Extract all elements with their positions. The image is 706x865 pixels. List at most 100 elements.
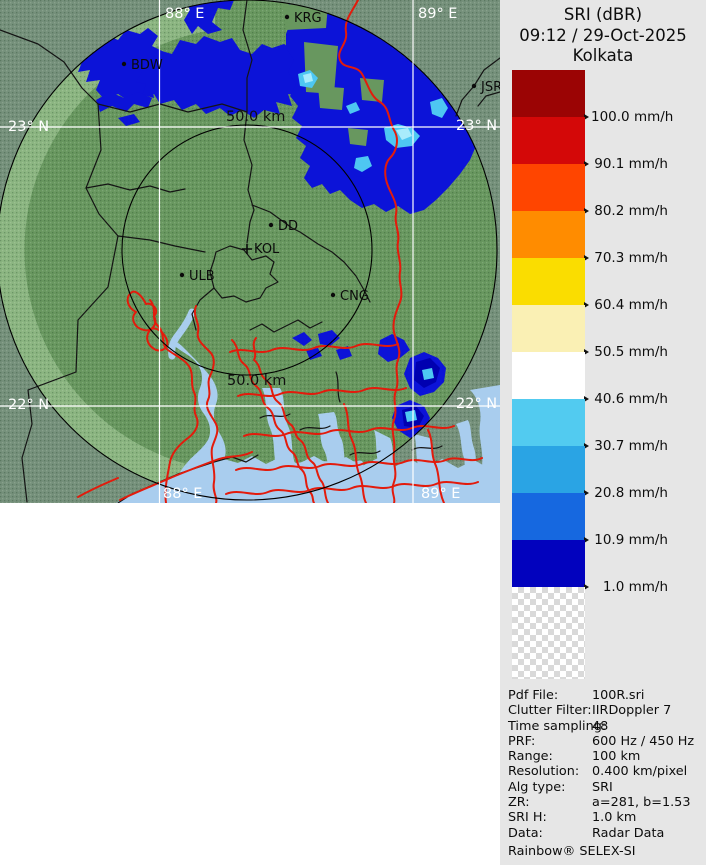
legend-label: 90.1 mm/h <box>594 156 668 172</box>
legend-label: 50.5 mm/h <box>594 344 668 360</box>
city-dot-icon <box>268 222 274 228</box>
city-label: KOL <box>254 242 280 257</box>
info-value: Radar Data <box>592 825 665 841</box>
info-value: SRI <box>592 779 613 795</box>
legend-label: 10.9 mm/h <box>594 532 668 548</box>
info-value: 100 km <box>592 749 641 765</box>
info-row: Clutter Filter: IIRDoppler 7 <box>508 703 702 718</box>
graticule-label: 23° N <box>8 119 49 135</box>
info-label: Clutter Filter: <box>508 703 592 719</box>
info-row: SRI H: 1.0 km <box>508 810 702 825</box>
panel-title: SRI (dBR) 09:12 / 29-Oct-2025 Kolkata <box>500 5 706 67</box>
info-label: Data: <box>508 825 543 841</box>
legend-band <box>512 305 585 352</box>
legend-label: 70.3 mm/h <box>594 250 668 266</box>
info-label: Range: <box>508 749 553 765</box>
legend-label: 40.6 mm/h <box>594 391 668 407</box>
red-borders <box>77 0 483 504</box>
range-ring-50km <box>121 124 373 376</box>
side-panel: SRI (dBR) 09:12 / 29-Oct-2025 Kolkata 10… <box>500 0 706 865</box>
legend-band <box>512 493 585 540</box>
delta-channel <box>262 388 302 503</box>
city-label: ULB <box>189 269 215 284</box>
legend-band <box>512 211 585 258</box>
city-dot-icon <box>284 14 290 20</box>
legend-arrow-icon <box>584 537 589 543</box>
legend-band <box>512 540 585 587</box>
radar-map: 88° E 89° E 88° E 89° E 23° N 23° N 22° N 22° N… <box>0 0 502 504</box>
info-row: Range: 100 km <box>508 749 702 764</box>
info-value: 100R.sri <box>592 688 645 703</box>
legend-arrow-icon <box>584 208 589 214</box>
info-row: ZR: a=281, b=1.53 <box>508 795 702 810</box>
legend-label-row: 50.5 mm/h <box>584 343 668 361</box>
legend-label-row: 100.0 mm/h <box>584 108 673 126</box>
info-value: 600 Hz / 450 Hz <box>592 733 695 749</box>
info-row: Data: Radar Data <box>508 826 702 841</box>
info-label: Resolution: <box>508 764 580 780</box>
city-label: JSR <box>480 80 500 95</box>
range-ring-label: 50.0 km <box>227 373 286 389</box>
range-ring-100km <box>0 0 498 501</box>
info-label: Time sampling: <box>508 718 607 734</box>
city-label: BDW <box>131 58 163 73</box>
legend-arrow-icon <box>584 396 589 402</box>
legend-label: 20.8 mm/h <box>594 485 668 501</box>
city-dot-icon <box>121 61 127 67</box>
info-label: Pdf File: <box>508 688 559 703</box>
city-dot-icon <box>330 292 336 298</box>
legend-arrow-icon <box>584 443 589 449</box>
info-label: PRF: <box>508 733 536 749</box>
graticule-label: 22° N <box>456 396 497 412</box>
legend-label-row: 1.0 mm/h <box>584 578 668 596</box>
info-value: 1.0 km <box>592 810 637 826</box>
legend-band <box>512 258 585 305</box>
city-label: CNG <box>340 289 369 304</box>
range-ring-label: 50.0 km <box>226 109 285 125</box>
map-labels: 88° E 89° E 88° E 89° E 23° N 23° N 22° N 22° N… <box>8 6 502 502</box>
graticule-label: 88° E <box>165 6 204 22</box>
legend-label: 100.0 mm/h <box>591 109 674 125</box>
legend-arrow-icon <box>584 255 589 261</box>
legend-label-row: 90.1 mm/h <box>584 155 668 173</box>
legend-label: 60.4 mm/h <box>594 297 668 313</box>
city-label: KRG <box>294 11 322 26</box>
legend-arrow-icon <box>584 490 589 496</box>
legend-arrow-icon <box>584 161 589 167</box>
graticule-label: 22° N <box>8 397 49 413</box>
info-value: IIRDoppler 7 <box>592 703 672 719</box>
info-row: Resolution: 0.400 km/pixel <box>508 764 702 779</box>
legend-label-row: 30.7 mm/h <box>584 437 668 455</box>
radar-map-svg: 88° E 89° E 88° E 89° E 23° N 23° N 22° N 22° N… <box>0 0 502 504</box>
info-value: 0.400 km/pixel <box>592 764 688 780</box>
legend: 100.0 mm/h 90.1 mm/h 80.2 mm/h 70.3 mm/h 60.… <box>500 70 706 680</box>
east-river <box>470 385 500 503</box>
legend-no-data-band <box>512 587 585 679</box>
legend-label-row: 60.4 mm/h <box>584 296 668 314</box>
east-river <box>456 420 478 488</box>
info-row: Alg type: SRI <box>508 780 702 795</box>
legend-label-row: 40.6 mm/h <box>584 390 668 408</box>
legend-label: 30.7 mm/h <box>594 438 668 454</box>
city-label: DD <box>278 219 298 234</box>
graticule <box>0 0 500 503</box>
info-value: a=281, b=1.53 <box>592 795 691 811</box>
legend-label: 1.0 mm/h <box>602 579 668 595</box>
legend-label-row: 20.8 mm/h <box>584 484 668 502</box>
graticule-label: 23° N <box>456 118 497 134</box>
legend-band <box>512 352 585 399</box>
product-info: Pdf File: 100R.sri Clutter Filter: IIRDoppl… <box>508 688 702 859</box>
info-rows: Pdf File: 100R.sri Clutter Filter: IIRDoppl… <box>508 688 702 841</box>
legend-band <box>512 70 585 117</box>
radar-site-cross-icon <box>242 244 252 254</box>
hooghly-upstream <box>168 308 196 360</box>
legend-label: 80.2 mm/h <box>594 203 668 219</box>
info-row: Pdf File: 100R.sri <box>508 688 702 703</box>
info-label: ZR: <box>508 795 530 811</box>
graticule-label: 88° E <box>163 486 202 502</box>
radar-site: Kolkata <box>572 46 634 65</box>
info-label: SRI H: <box>508 810 547 826</box>
legend-band <box>512 164 585 211</box>
international-border <box>338 0 403 504</box>
graticule-label: 89° E <box>418 6 457 22</box>
